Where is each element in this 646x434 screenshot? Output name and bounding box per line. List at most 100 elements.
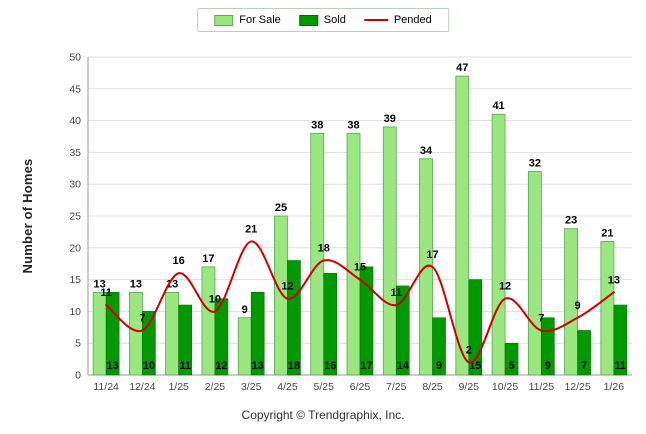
bar-for-sale	[346, 132, 361, 376]
x-category-label: 11/24	[93, 381, 119, 393]
pended-value-label: 18	[318, 243, 330, 255]
x-category-label: 1/26	[604, 381, 625, 393]
bar-sold	[287, 260, 301, 376]
legend-item-for-sale: For Sale	[214, 14, 281, 26]
sold-value-label: 12	[215, 360, 227, 372]
legend-label-sold: Sold	[323, 14, 346, 26]
for-sale-value-label: 39	[384, 113, 396, 125]
sold-value-label: 13	[252, 360, 264, 372]
pended-value-label: 17	[426, 249, 438, 261]
legend: For Sale Sold Pended	[197, 8, 449, 32]
pended-value-label: 2	[466, 344, 472, 356]
for-sale-swatch	[214, 14, 234, 26]
bar-sold	[323, 272, 338, 376]
pended-value-label: 11	[100, 287, 112, 299]
y-tick-label: 15	[69, 274, 81, 286]
sold-value-label: 14	[397, 360, 410, 372]
pended-value-label: 15	[354, 262, 366, 274]
for-sale-value-label: 17	[202, 253, 214, 265]
bar-for-sale	[527, 171, 542, 376]
for-sale-value-label: 41	[492, 100, 504, 112]
y-tick-label: 25	[69, 211, 81, 223]
bar-for-sale	[201, 266, 216, 376]
bar-sold	[359, 266, 374, 376]
x-category-label: 5/25	[314, 381, 335, 393]
y-tick-label: 0	[75, 370, 81, 382]
bar-for-sale	[165, 291, 180, 376]
y-tick-label: 35	[69, 147, 81, 159]
bar-for-sale	[382, 126, 397, 376]
pended-value-label: 16	[173, 255, 185, 267]
y-tick-label: 50	[69, 52, 81, 64]
pended-value-label: 21	[245, 223, 257, 235]
y-tick-label: 30	[69, 179, 81, 191]
x-category-label: 1/25	[168, 381, 189, 393]
bar-sold	[178, 304, 192, 376]
x-category-label: 6/25	[350, 381, 371, 393]
for-sale-value-label: 32	[529, 157, 541, 169]
bar-for-sale	[128, 291, 143, 376]
bar-for-sale	[600, 241, 615, 376]
sold-value-label: 5	[509, 360, 515, 372]
x-category-label: 7/25	[386, 381, 407, 393]
bar-for-sale	[310, 132, 325, 376]
bar-sold	[432, 317, 446, 376]
x-category-label: 10/25	[492, 381, 518, 393]
legend-label-for-sale: For Sale	[239, 14, 281, 26]
y-tick-label: 40	[69, 115, 81, 127]
for-sale-value-label: 13	[166, 278, 178, 290]
sold-value-label: 18	[288, 360, 300, 372]
pended-line	[105, 240, 615, 364]
bar-sold	[613, 304, 628, 376]
sold-value-label: 17	[360, 360, 372, 372]
bar-sold	[504, 342, 519, 376]
sold-value-label: 16	[324, 360, 336, 372]
bar-sold	[105, 292, 120, 376]
bar-sold	[468, 279, 483, 376]
pended-line-swatch	[363, 19, 388, 21]
for-sale-value-label: 38	[347, 119, 359, 131]
for-sale-value-label: 38	[311, 119, 323, 131]
for-sale-value-label: 34	[420, 145, 433, 157]
x-category-label: 12/24	[129, 381, 155, 393]
bar-for-sale	[274, 215, 288, 376]
y-tick-label: 10	[69, 306, 81, 318]
legend-label-pended: Pended	[393, 14, 432, 26]
bar-sold	[541, 317, 555, 376]
y-tick-label: 20	[69, 242, 81, 254]
for-sale-value-label: 47	[456, 62, 468, 74]
for-sale-value-label: 13	[94, 278, 106, 290]
sold-value-label: 7	[581, 360, 587, 372]
for-sale-value-label: 9	[242, 304, 248, 316]
sold-value-label: 11	[179, 360, 191, 372]
bar-for-sale	[455, 75, 470, 376]
x-category-label: 11/25	[529, 381, 555, 393]
for-sale-value-label: 13	[130, 278, 142, 290]
sold-swatch	[298, 14, 318, 26]
sold-value-label: 9	[545, 360, 551, 372]
x-category-label: 3/25	[241, 381, 262, 393]
legend-item-pended: Pended	[363, 14, 432, 26]
pended-value-label: 10	[209, 293, 221, 305]
bar-for-sale	[92, 291, 107, 376]
copyright-text: Copyright © Trendgraphix, Inc.	[241, 408, 405, 422]
x-category-label: 2/25	[205, 381, 226, 393]
for-sale-value-label: 25	[275, 202, 287, 214]
pended-value-label: 12	[281, 281, 293, 293]
bar-sold	[214, 298, 229, 376]
pended-value-label: 7	[139, 312, 145, 324]
legend-item-sold: Sold	[298, 14, 346, 26]
bar-sold	[250, 292, 265, 376]
bar-for-sale	[564, 228, 578, 376]
sold-value-label: 11	[615, 360, 627, 372]
sold-value-label: 13	[107, 360, 119, 372]
x-category-label: 8/25	[422, 381, 443, 393]
x-category-label: 12/25	[564, 381, 590, 393]
bar-sold	[577, 330, 591, 376]
y-tick-label: 45	[69, 83, 81, 95]
bar-sold	[395, 285, 410, 376]
bar-for-sale	[237, 317, 252, 376]
y-tick-label: 5	[75, 338, 81, 350]
